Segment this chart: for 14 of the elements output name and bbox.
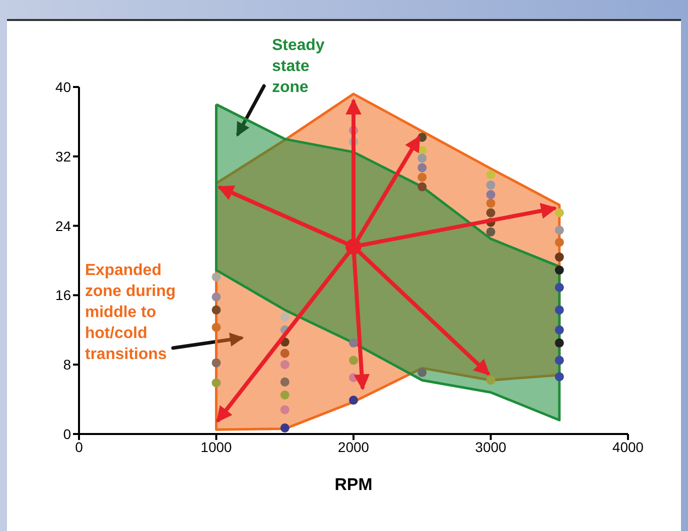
- x-tick-label: 3000: [475, 438, 507, 455]
- x-axis-title: RPM: [334, 475, 372, 494]
- x-tick-label: 4000: [612, 438, 644, 455]
- x-tick-label: 1000: [200, 438, 232, 455]
- annotation: Steady state zone: [272, 36, 326, 98]
- y-tick-label: 24: [55, 218, 72, 234]
- annotation: Expanded zone during middle to hot/cold transitions: [85, 261, 177, 365]
- x-tick-label: 0: [75, 438, 84, 455]
- y-tick-label: 16: [55, 287, 72, 304]
- y-tick-label: 32: [55, 148, 72, 164]
- y-tick-label: 8: [63, 356, 72, 373]
- x-tick-label: 2000: [338, 438, 370, 455]
- y-tick-label: 0: [63, 426, 72, 442]
- y-tick-label: 40: [55, 78, 72, 95]
